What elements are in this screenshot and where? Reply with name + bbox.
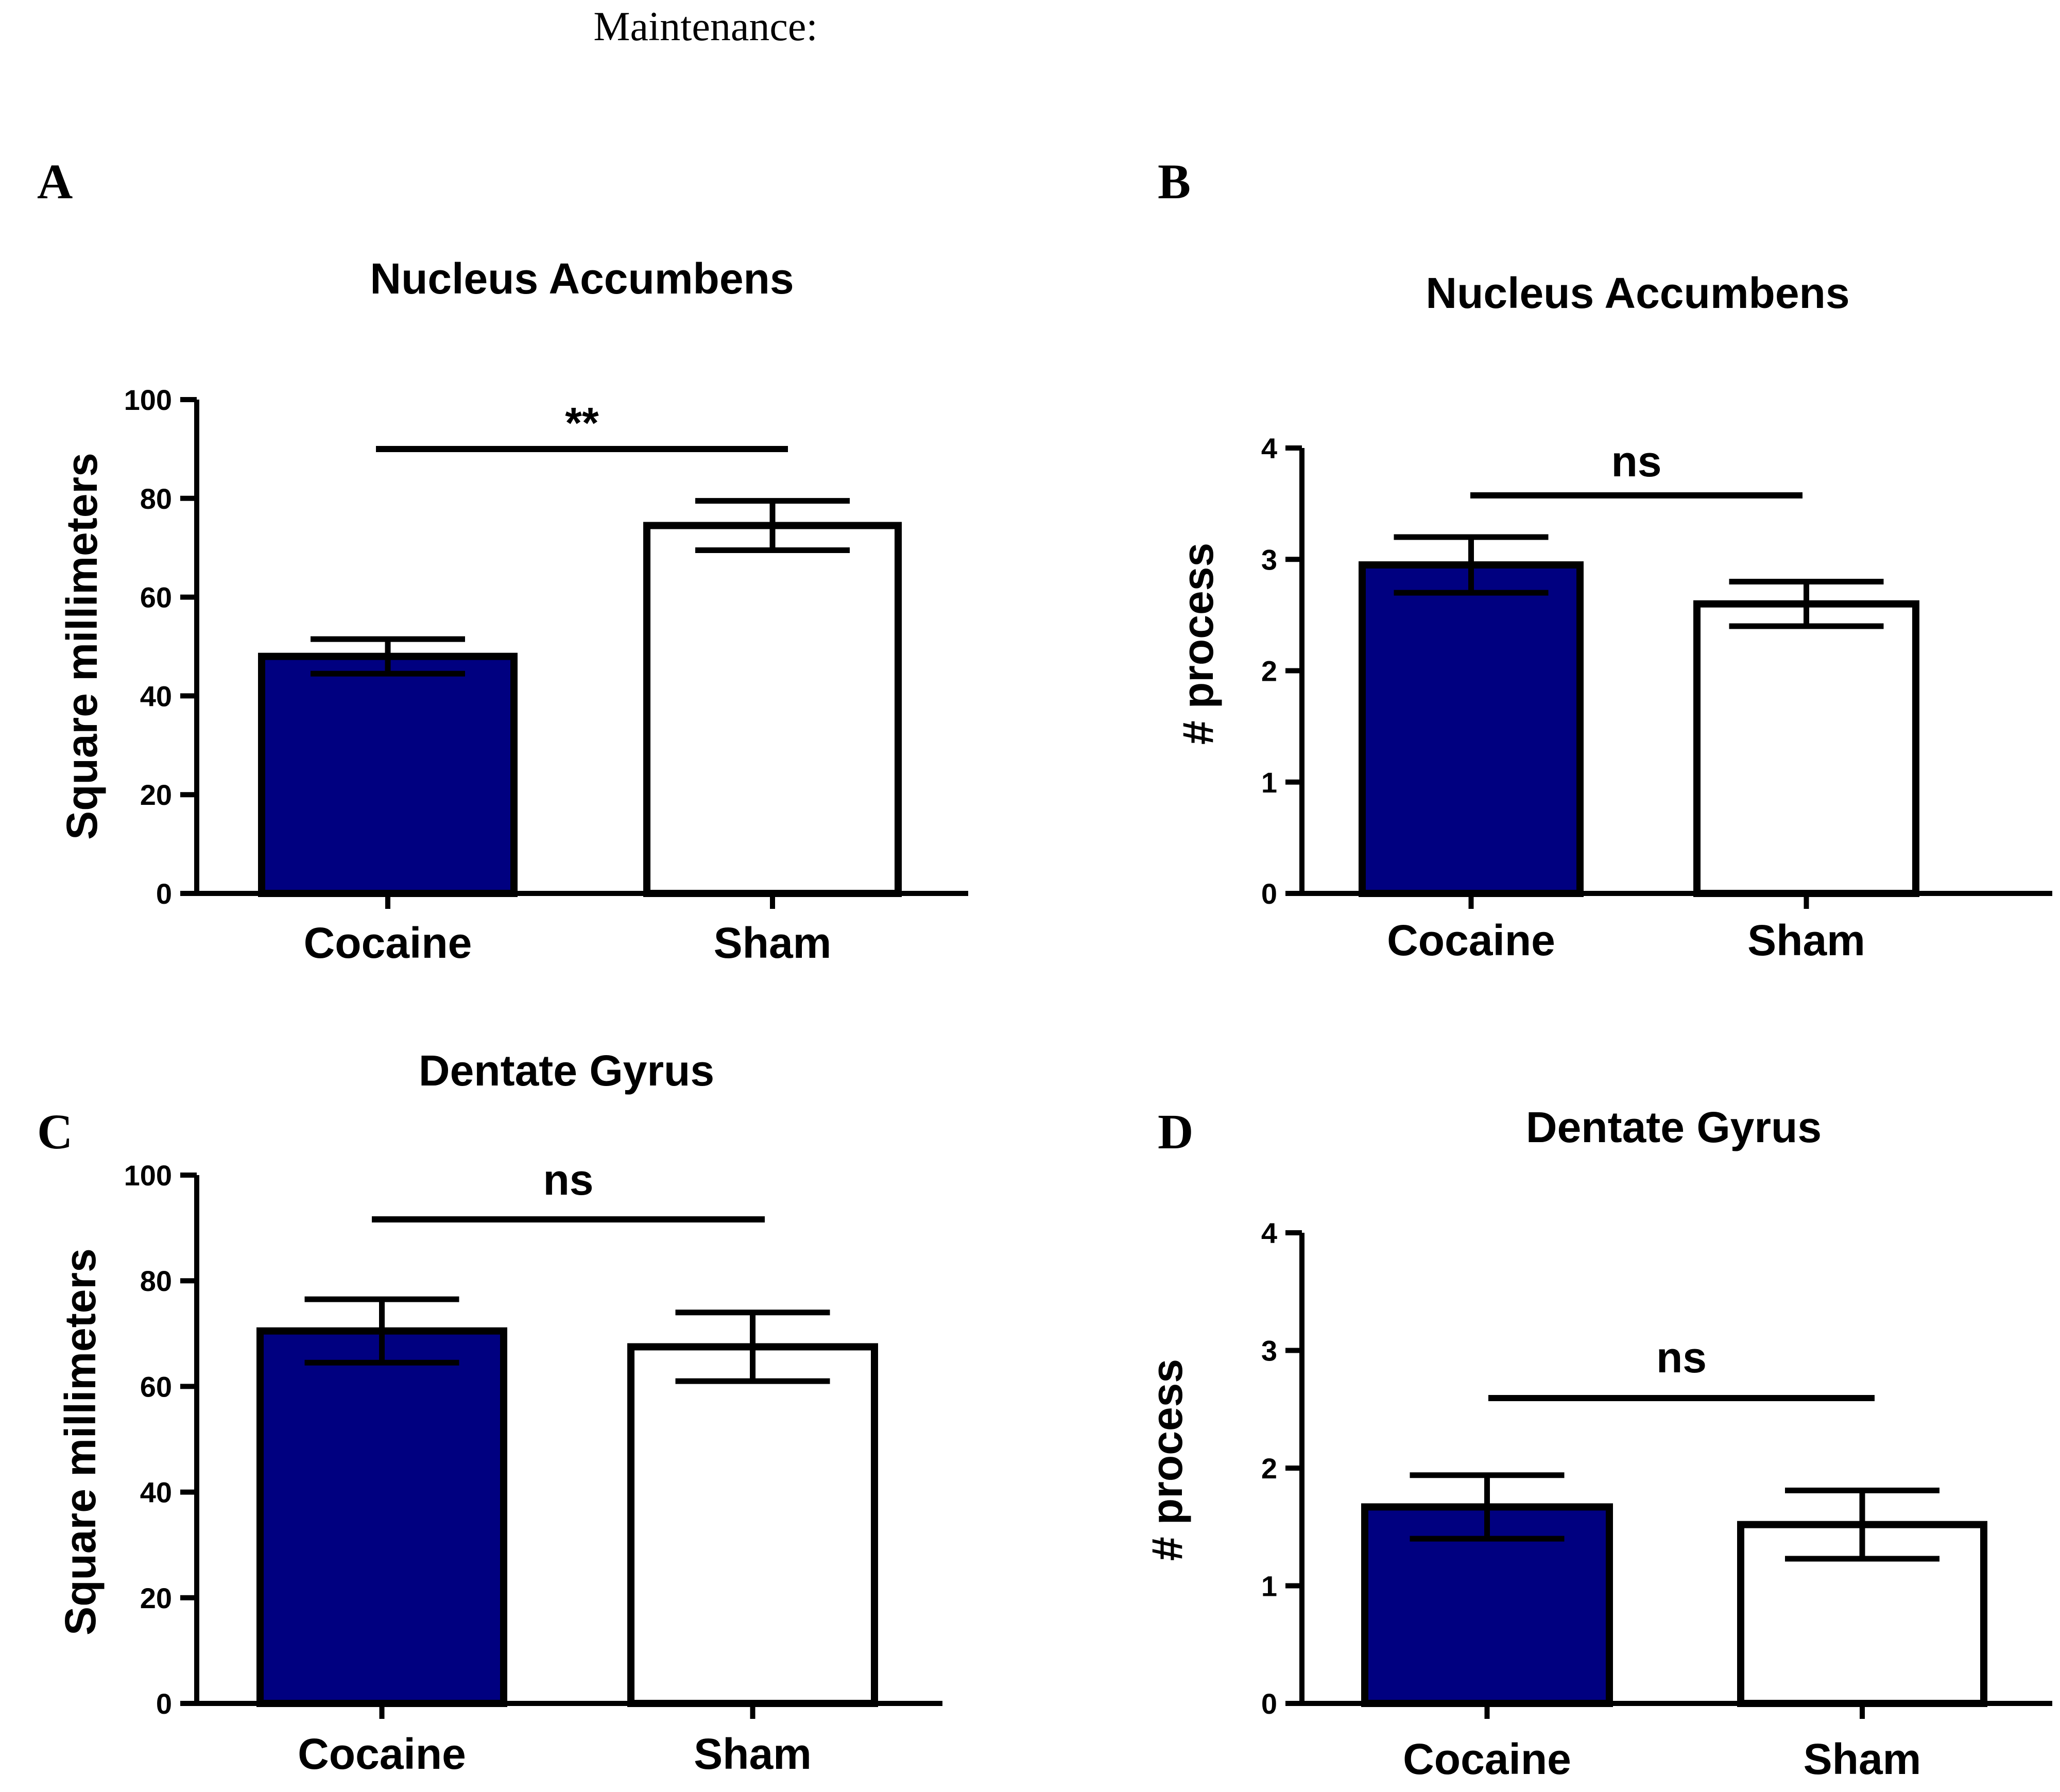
category-label-sham: Sham	[1804, 1735, 1921, 1783]
y-axis-label: Square millimeters	[56, 1248, 105, 1635]
y-tick-label: 80	[140, 483, 172, 515]
bar-cocaine	[258, 652, 518, 898]
significance-label: ns	[1656, 1333, 1707, 1382]
y-tick-label: 40	[140, 1476, 172, 1509]
bar-sham	[627, 1343, 878, 1707]
y-tick-label: 4	[1261, 432, 1277, 464]
chart-title: Dentate Gyrus	[419, 1046, 714, 1095]
y-tick-label: 0	[1261, 877, 1277, 910]
chart-title: Nucleus Accumbens	[1426, 269, 1849, 317]
chart-panel-c: C Dentate Gyrus Square millimeters 0 20 40 60 8…	[37, 1046, 942, 1778]
y-tick-label: 100	[124, 384, 172, 416]
y-axis-label: # process	[1174, 543, 1222, 745]
y-axis-label: # process	[1143, 1359, 1191, 1561]
bar-cocaine	[1359, 561, 1584, 897]
y-tick-label: 3	[1261, 543, 1277, 576]
panel-letter: B	[1158, 154, 1191, 209]
category-label-cocaine: Cocaine	[1387, 916, 1555, 964]
bar-cocaine	[256, 1327, 507, 1707]
y-tick-label: 0	[156, 877, 172, 910]
panel-letter: C	[37, 1104, 73, 1159]
y-tick-label: 40	[140, 680, 172, 712]
significance-label: ns	[1611, 437, 1661, 486]
category-label-sham: Sham	[1747, 916, 1865, 964]
panel-letter: D	[1158, 1104, 1193, 1159]
significance-label: ns	[543, 1156, 593, 1204]
category-label-sham: Sham	[694, 1730, 812, 1778]
bar-sham	[643, 522, 902, 897]
significance-label: **	[565, 399, 599, 447]
chart-title: Nucleus Accumbens	[370, 254, 794, 303]
bar-sham	[1693, 600, 1919, 897]
y-tick-label: 80	[140, 1265, 172, 1297]
category-label-cocaine: Cocaine	[1403, 1735, 1571, 1783]
y-tick-label: 1	[1261, 766, 1277, 799]
y-tick-label: 0	[156, 1687, 172, 1720]
y-tick-label: 1	[1261, 1570, 1277, 1603]
y-tick-label: 2	[1261, 1452, 1277, 1485]
chart-panel-d: D Dentate Gyrus # process 0 1 2 3 4 Cocaine Sham n…	[1143, 1103, 2052, 1783]
y-tick-label: 3	[1261, 1335, 1277, 1367]
y-tick-label: 2	[1261, 655, 1277, 687]
y-tick-label: 60	[140, 581, 172, 614]
chart-title: Dentate Gyrus	[1526, 1103, 1822, 1151]
y-axis-label: Square millimeters	[58, 453, 106, 840]
category-label-cocaine: Cocaine	[304, 919, 472, 967]
y-tick-label: 20	[140, 779, 172, 811]
y-tick-label: 100	[124, 1159, 172, 1192]
y-tick-label: 20	[140, 1582, 172, 1614]
y-tick-label: 60	[140, 1370, 172, 1403]
panel-letter: A	[37, 154, 73, 209]
chart-panel-b: B Nucleus Accumbens # process 0 1 2 3 4 Cocaine S…	[1158, 154, 2052, 964]
y-tick-label: 4	[1261, 1217, 1277, 1249]
category-label-cocaine: Cocaine	[298, 1730, 466, 1778]
category-label-sham: Sham	[714, 919, 832, 967]
y-tick-label: 0	[1261, 1687, 1277, 1720]
figure-heading: Maintenance:	[593, 4, 817, 49]
chart-panel-a: A Nucleus Accumbens Square millimeters 0 20 4…	[37, 154, 968, 967]
